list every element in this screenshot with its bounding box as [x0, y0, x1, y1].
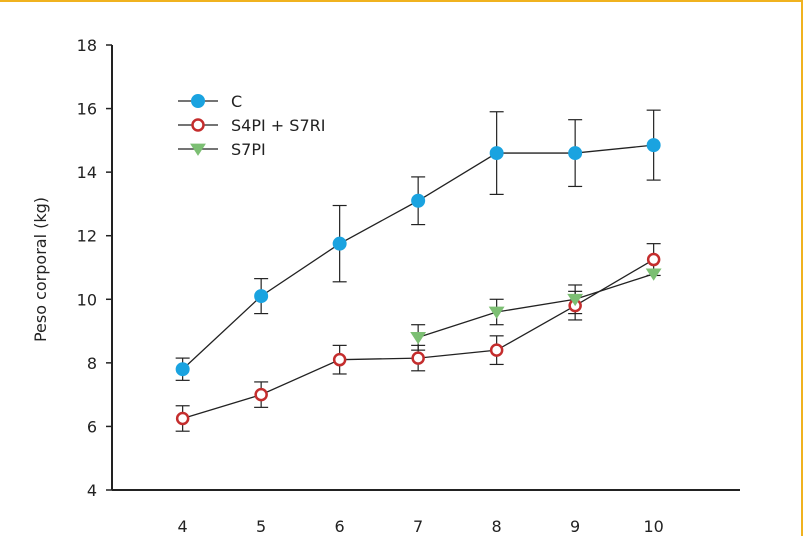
- y-tick-label: 8: [87, 354, 97, 373]
- data-point: [332, 236, 347, 251]
- x-tick-label: 7: [413, 517, 423, 536]
- x-tick-label: 6: [335, 517, 345, 536]
- data-point: [568, 146, 583, 161]
- y-axis-title: Peso corporal (kg): [31, 197, 50, 342]
- data-point: [332, 352, 347, 367]
- x-tick-label: 10: [643, 517, 663, 536]
- y-tick-label: 16: [77, 100, 97, 119]
- data-point: [489, 146, 504, 161]
- y-tick-label: 18: [77, 36, 97, 55]
- data-point: [175, 411, 190, 426]
- y-tick-label: 14: [77, 163, 97, 182]
- series-markers: [175, 138, 662, 426]
- x-tick-label: 5: [256, 517, 266, 536]
- legend-marker: [191, 118, 205, 132]
- data-point: [646, 138, 661, 153]
- legend: C S4PI + S7RI S7PI: [178, 92, 325, 159]
- data-point: [646, 252, 661, 267]
- legend-label: S7PI: [231, 140, 266, 159]
- x-tick-label: 4: [178, 517, 188, 536]
- data-point: [254, 289, 269, 304]
- data-point: [411, 193, 426, 208]
- data-point: [254, 387, 268, 402]
- data-point: [175, 362, 190, 377]
- series-line: [417, 273, 654, 339]
- data-point: [410, 332, 427, 345]
- legend-marker: [191, 94, 205, 108]
- data-point: [567, 293, 584, 307]
- data-point: [411, 351, 425, 365]
- chart-axes: 4 6 8 10 12 14 16 18 4 5 6 7 8 9 10: [77, 36, 740, 536]
- x-tick-label: 9: [570, 517, 580, 536]
- y-tick-label: 12: [77, 227, 97, 246]
- y-tick-label: 10: [77, 290, 97, 309]
- data-point: [488, 306, 505, 319]
- data-point: [645, 268, 662, 281]
- legend-marker: [190, 143, 206, 156]
- x-tick-label: 8: [492, 517, 502, 536]
- data-point: [489, 343, 504, 357]
- y-tick-label: 6: [87, 417, 97, 436]
- y-tick-label: 4: [87, 481, 97, 500]
- legend-label: S4PI + S7RI: [231, 116, 325, 135]
- legend-label: C: [231, 92, 242, 111]
